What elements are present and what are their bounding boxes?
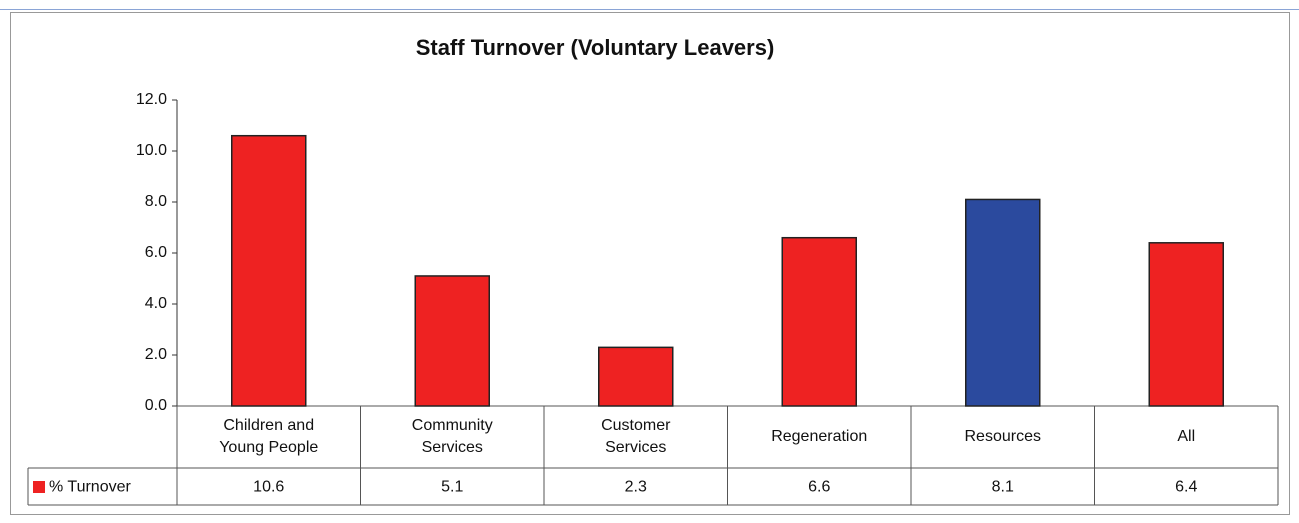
x-tick-label: Children and Young People <box>219 417 319 456</box>
chart-title: Staff Turnover (Voluntary Leavers) <box>415 35 775 60</box>
legend-label: % Turnover <box>49 479 131 496</box>
y-tick-label: 8.0 <box>145 193 167 210</box>
bar <box>598 346 674 407</box>
data-table-value: 6.6 <box>808 479 830 496</box>
x-tick-label: Resources <box>964 428 1041 445</box>
bar <box>965 198 1041 407</box>
y-tick-label: 2.0 <box>145 346 167 363</box>
bar <box>231 134 307 407</box>
data-table-value: 5.1 <box>441 479 463 496</box>
data-table-value: 6.4 <box>1175 479 1197 496</box>
bar <box>1148 242 1224 407</box>
x-tick-label: Community Services <box>411 417 493 456</box>
legend-swatch <box>33 481 45 493</box>
y-tick-label: 10.0 <box>136 142 167 159</box>
y-tick-label: 0.0 <box>145 397 167 414</box>
data-table-value: 10.6 <box>253 479 284 496</box>
x-tick-label: Customer Services <box>601 417 671 456</box>
bar <box>414 275 490 407</box>
data-table-value: 8.1 <box>992 479 1014 496</box>
x-tick-label: All <box>1177 428 1196 445</box>
x-tick-label: Regeneration <box>771 428 868 445</box>
data-table-value: 2.3 <box>625 479 647 496</box>
bar <box>781 236 857 407</box>
y-tick-label: 6.0 <box>145 244 167 261</box>
y-tick-label: 4.0 <box>145 295 167 312</box>
y-tick-label: 12.0 <box>136 91 167 108</box>
chart-frame <box>10 12 1290 515</box>
